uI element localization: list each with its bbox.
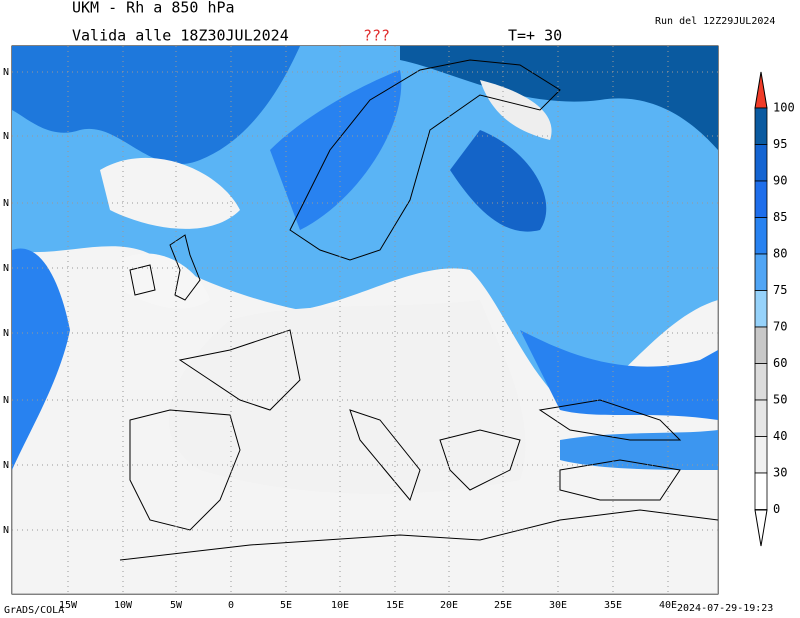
colorbar-label: 50 bbox=[773, 393, 787, 407]
colorbar-label: 40 bbox=[773, 429, 787, 443]
lat-label: N bbox=[3, 263, 9, 274]
colorbar-segment bbox=[754, 326, 768, 364]
lat-label: N bbox=[3, 525, 9, 536]
colorbar-label: 60 bbox=[773, 356, 787, 370]
colorbar-segment bbox=[754, 217, 768, 255]
lon-label: 35E bbox=[604, 600, 622, 611]
colorbar-segment bbox=[754, 290, 768, 328]
lon-label: 0 bbox=[228, 600, 234, 611]
lon-label: 25E bbox=[494, 600, 512, 611]
colorbar-label: 100 bbox=[773, 101, 795, 115]
colorbar-label: 95 bbox=[773, 137, 787, 151]
lat-label: N bbox=[3, 395, 9, 406]
colorbar-segment bbox=[754, 399, 768, 437]
lat-label: N bbox=[3, 328, 9, 339]
colorbar-segment bbox=[754, 180, 768, 218]
timestamp: 2024-07-29-19:23 bbox=[677, 603, 773, 614]
run-time: Run del 12Z29JUL2024 bbox=[655, 16, 775, 27]
title: UKM - Rh a 850 hPa bbox=[72, 0, 235, 17]
map-area bbox=[11, 45, 719, 595]
lon-label: 30E bbox=[549, 600, 567, 611]
colorbar-label: 90 bbox=[773, 174, 787, 188]
colorbar-segment bbox=[754, 363, 768, 401]
colorbar-label: 75 bbox=[773, 283, 787, 297]
colorbar-label: 85 bbox=[773, 210, 787, 224]
lat-label: N bbox=[3, 460, 9, 471]
colorbar-segment bbox=[754, 472, 768, 510]
valid-time: Valida alle 18Z30JUL2024 bbox=[72, 27, 289, 45]
colorbar-segment bbox=[754, 436, 768, 474]
lat-label: N bbox=[3, 67, 9, 78]
lon-label: 5E bbox=[280, 600, 292, 611]
lon-label: 5W bbox=[170, 600, 183, 611]
colorbar-segment bbox=[754, 107, 768, 145]
forecast-step: T=+ 30 bbox=[508, 27, 562, 45]
lon-label: 40E bbox=[659, 600, 677, 611]
colorbar-segment bbox=[754, 253, 768, 291]
lat-label: N bbox=[3, 131, 9, 142]
lon-label: 15W bbox=[59, 600, 78, 611]
lon-label: 20E bbox=[440, 600, 458, 611]
credit: GrADS/COLA bbox=[4, 605, 64, 616]
colorbar-label: 80 bbox=[773, 247, 787, 261]
coastlines bbox=[119, 59, 718, 561]
flag: ??? bbox=[363, 27, 390, 45]
lon-label: 10W bbox=[114, 600, 133, 611]
colorbar-segment bbox=[754, 144, 768, 182]
lon-label: 15E bbox=[386, 600, 404, 611]
colorbar: 100 95 90 85 80 75 70 60 50 40 30 0 bbox=[754, 71, 795, 547]
lat-label: N bbox=[3, 198, 9, 209]
lon-label: 10E bbox=[331, 600, 349, 611]
colorbar-label: 30 bbox=[773, 466, 787, 480]
colorbar-label: 0 bbox=[773, 502, 780, 516]
colorbar-label: 70 bbox=[773, 320, 787, 334]
